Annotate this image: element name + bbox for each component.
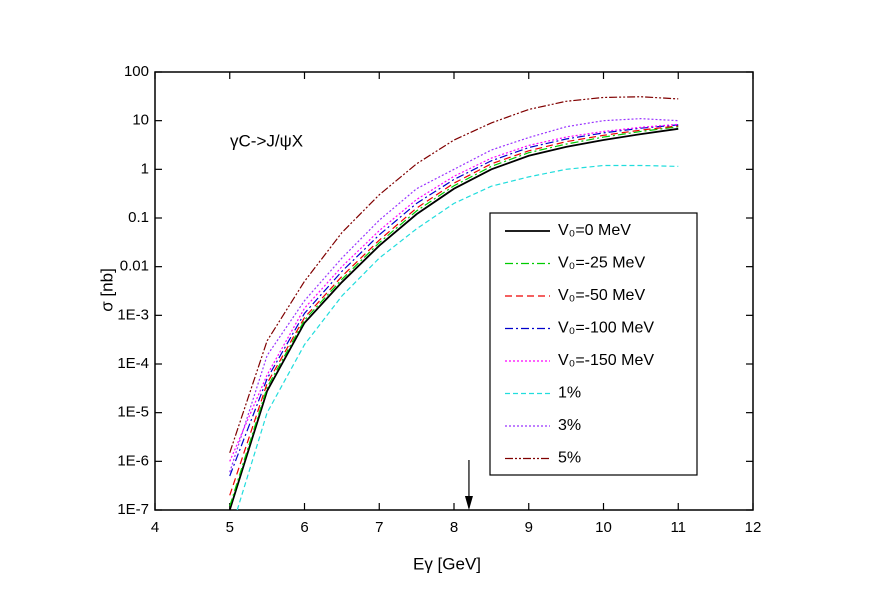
legend-label: V₀=-50 MeV bbox=[558, 287, 645, 304]
y-tick-label: 1E-6 bbox=[117, 452, 149, 469]
legend-box bbox=[489, 212, 698, 476]
x-tick-label: 8 bbox=[450, 519, 458, 536]
series-line bbox=[229, 123, 679, 462]
x-tick-label: 10 bbox=[595, 519, 612, 536]
series-line bbox=[229, 118, 679, 473]
y-tick-label: 10 bbox=[132, 112, 149, 129]
legend-label: V₀=-150 MeV bbox=[558, 352, 654, 369]
y-tick-label: 0.1 bbox=[128, 209, 149, 226]
x-tick-label: 4 bbox=[151, 519, 159, 536]
series-line bbox=[236, 164, 679, 511]
series-line bbox=[229, 124, 679, 477]
legend-label: V₀=-25 MeV bbox=[558, 255, 645, 272]
x-tick-label: 7 bbox=[375, 519, 383, 536]
y-tick-label: 1E-7 bbox=[117, 501, 149, 518]
x-tick-label: 9 bbox=[525, 519, 533, 536]
legend-label: V₀=0 MeV bbox=[558, 222, 631, 239]
x-tick-label: 12 bbox=[745, 519, 762, 536]
y-tick-label: 1E-5 bbox=[117, 404, 149, 421]
annotation: γC->J/ψX bbox=[230, 131, 303, 150]
legend-label: V₀=-100 MeV bbox=[558, 320, 654, 337]
y-tick-label: 100 bbox=[124, 63, 149, 80]
x-tick-label: 11 bbox=[670, 519, 686, 536]
x-axis-label: Eγ [GeV] bbox=[413, 554, 481, 573]
arrow-head bbox=[464, 496, 473, 510]
y-tick-label: 1 bbox=[141, 160, 149, 177]
legend-label: 5% bbox=[558, 450, 581, 467]
x-tick-label: 5 bbox=[226, 519, 234, 536]
x-tick-label: 6 bbox=[300, 519, 308, 536]
legend-label: 1% bbox=[558, 385, 581, 402]
y-tick-label: 0.01 bbox=[120, 258, 149, 275]
y-tick-label: 1E-4 bbox=[117, 355, 149, 372]
y-tick-label: 1E-3 bbox=[117, 306, 149, 323]
legend-label: 3% bbox=[558, 417, 581, 434]
y-axis-label: σ [nb] bbox=[97, 268, 116, 312]
series-line bbox=[229, 125, 679, 496]
series-line bbox=[228, 127, 679, 511]
series-line bbox=[229, 126, 679, 507]
